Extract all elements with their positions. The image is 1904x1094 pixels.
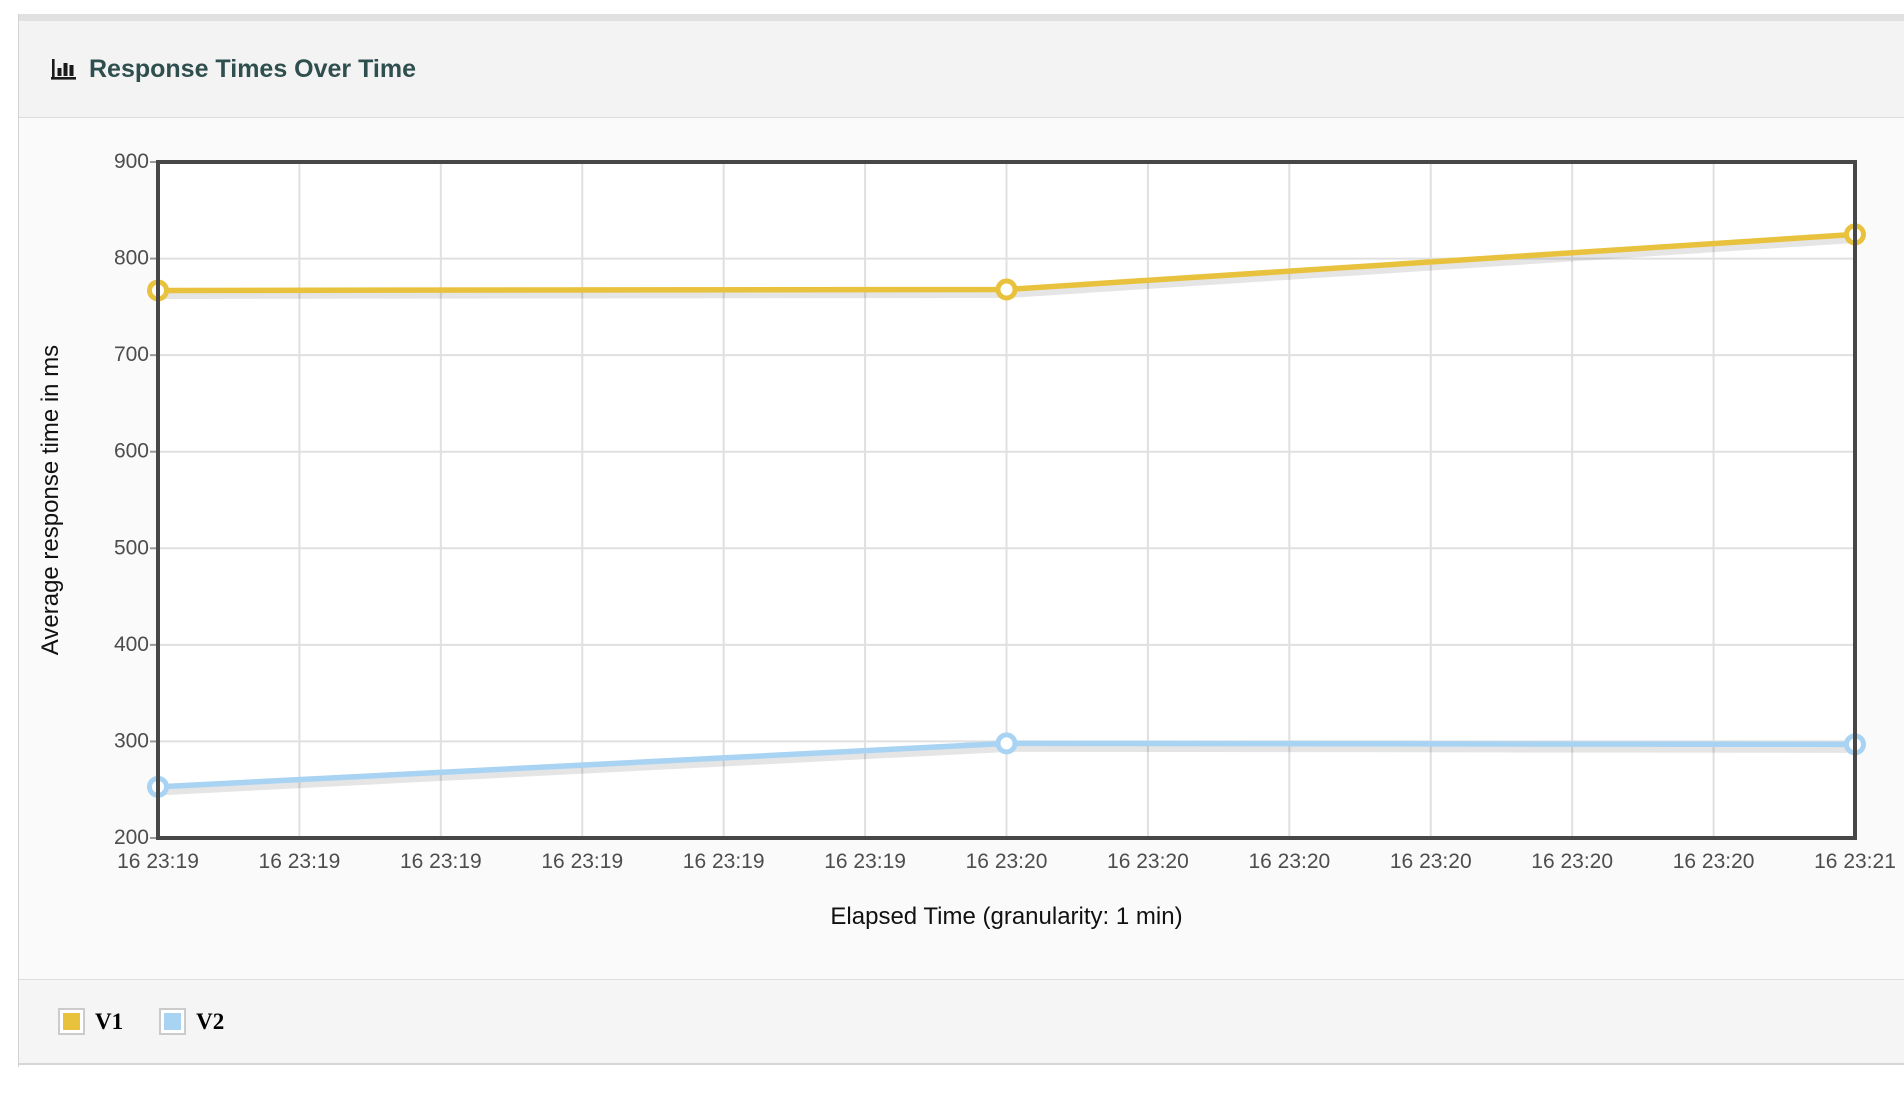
x-axis-tick-label: 16 23:20 — [1248, 850, 1330, 873]
legend-swatch-V1 — [58, 1008, 85, 1035]
x-axis-tick-label: 16 23:19 — [824, 850, 906, 873]
y-axis-tick-label: 700 — [114, 343, 149, 366]
data-point-V1-1[interactable] — [995, 278, 1018, 301]
x-axis-tick-label: 16 23:19 — [259, 850, 341, 873]
chart-panel-body: 900 800 700 600 500 400 300 200 16 23:19 16 23:19… — [19, 118, 1904, 979]
y-axis-tick-label: 400 — [114, 633, 149, 656]
x-axis-tick-label: 16 23:20 — [966, 850, 1048, 873]
x-axis-tick-label: 16 23:19 — [683, 850, 765, 873]
y-axis-tick-label: 800 — [114, 247, 149, 270]
panel-title-text: Response Times Over Time — [89, 54, 417, 83]
legend-swatch-color — [164, 1013, 182, 1030]
legend-label: V1 — [95, 1008, 124, 1034]
y-axis-title: Average response time in ms — [37, 345, 64, 655]
legend-item-V1[interactable]: V1 — [58, 1008, 123, 1035]
legend-swatch-V2 — [159, 1008, 187, 1035]
panel-header: Response Times Over Time — [19, 21, 1904, 118]
x-axis-tick-label: 16 23:19 — [117, 850, 199, 873]
x-axis-tick-label: 16 23:20 — [1531, 850, 1613, 873]
x-axis-tick-label: 16 23:20 — [1673, 850, 1755, 873]
x-axis-title: Elapsed Time (granularity: 1 min) — [830, 903, 1182, 930]
legend-swatch-color — [63, 1013, 80, 1030]
axis-frame — [156, 160, 1857, 840]
y-axis-tick-label: 300 — [114, 729, 149, 752]
y-axis-tick-label: 200 — [114, 826, 149, 849]
panel-top-border — [18, 14, 1904, 21]
y-axis-tick-label: 600 — [114, 440, 149, 463]
panel-left-border — [18, 14, 19, 1067]
y-axis-tick-label: 900 — [114, 150, 149, 173]
panel-title: Response Times Over Time — [49, 55, 416, 84]
x-axis-tick-label: 16 23:19 — [541, 850, 623, 873]
legend-item-V2[interactable]: V2 — [159, 1008, 224, 1035]
x-axis-tick-label: 16 23:21 — [1814, 850, 1896, 873]
x-axis-tick-label: 16 23:20 — [1107, 850, 1189, 873]
x-axis-tick-label: 16 23:19 — [400, 850, 482, 873]
data-point-V2-1[interactable] — [995, 732, 1018, 755]
y-axis-tick-label: 500 — [114, 536, 149, 559]
chart-legend: V1 V2 — [19, 979, 1904, 1065]
bar-chart-icon — [49, 55, 77, 83]
x-axis-tick-label: 16 23:20 — [1390, 850, 1472, 873]
legend-label: V2 — [196, 1008, 225, 1034]
